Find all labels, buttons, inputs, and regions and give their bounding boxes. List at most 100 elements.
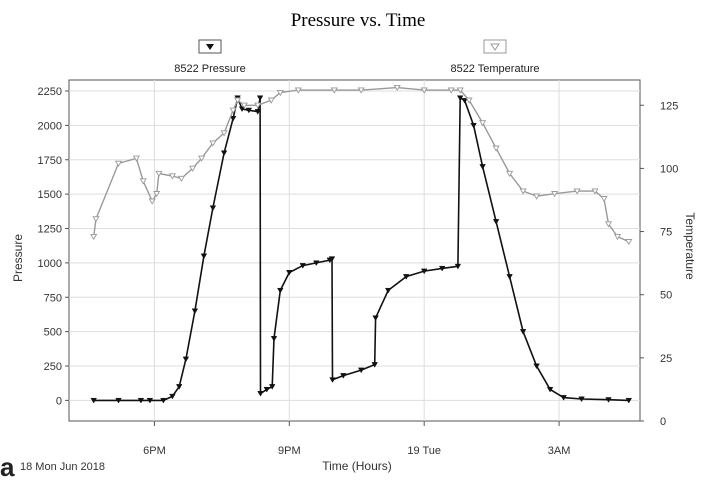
gridlines — [69, 80, 640, 421]
pressure-series-line — [93, 95, 629, 402]
plot-frame — [68, 79, 641, 422]
legend-temperature-swatch — [483, 39, 507, 54]
pressure-point — [328, 256, 336, 262]
pressure-point — [270, 336, 278, 342]
x-tick-label: 9PM — [278, 445, 301, 457]
date-label: 18 Mon Jun 2018 — [20, 461, 105, 473]
temperature-point — [189, 165, 197, 172]
legend: 8522 Pressure 8522 Temperature — [174, 39, 540, 75]
x-tick-label: 19 Tue — [407, 445, 441, 457]
y2-tick-label: 125 — [660, 100, 678, 112]
pressure-point — [506, 274, 513, 280]
temperature-point — [92, 216, 100, 223]
temperature-point — [447, 87, 455, 94]
temperature-point — [573, 188, 581, 195]
temperature-point — [198, 155, 206, 162]
temperature-point — [148, 198, 156, 205]
pressure-point — [340, 373, 347, 379]
legend-pressure-marker — [206, 44, 214, 50]
temperature-point — [132, 155, 140, 162]
pressure-point — [229, 116, 237, 122]
pressure-point — [384, 287, 392, 294]
y-tick-label: 750 — [44, 292, 62, 304]
pressure-point — [605, 397, 612, 403]
chart-title: Pressure vs. Time — [291, 10, 426, 31]
pressure-point — [257, 391, 264, 397]
y2-tick-label: 50 — [660, 290, 672, 302]
temperature-point — [177, 175, 185, 182]
temperature-point — [604, 221, 613, 228]
panel-label: a — [0, 452, 15, 482]
temperature-point — [153, 191, 161, 198]
y-tick-label: 2250 — [38, 86, 62, 98]
x-tick-label: 6PM — [143, 445, 166, 457]
temperature-point — [209, 140, 217, 147]
temperature-point — [479, 120, 487, 127]
temperature-point — [625, 239, 633, 246]
y2-tick-label: 0 — [660, 416, 666, 428]
temperature-point — [229, 107, 237, 114]
temperature-point — [519, 188, 527, 195]
pressure-point — [286, 270, 293, 276]
temperature-point — [234, 97, 242, 104]
temperature-point — [420, 87, 428, 94]
pressure-point — [329, 377, 336, 383]
temperature-point — [139, 178, 147, 185]
pressure-point — [578, 396, 585, 403]
pressure-point — [371, 362, 378, 368]
temperature-point — [456, 87, 464, 94]
pressure-point — [169, 393, 176, 400]
pressure-point — [625, 397, 633, 404]
pressure-point — [402, 274, 410, 280]
pressure-point — [372, 315, 379, 321]
temperature-point — [591, 188, 599, 195]
pressure-point — [146, 397, 154, 404]
pressure-point — [313, 260, 320, 266]
pressure-point — [191, 308, 199, 315]
pressure-point — [277, 287, 284, 294]
temperature-point — [393, 84, 401, 92]
pressure-point — [220, 150, 228, 156]
pressure-point — [357, 367, 365, 374]
temperature-point — [533, 193, 541, 200]
y-tick-label: 250 — [44, 361, 62, 373]
legend-temperature-label: 8522 Temperature — [450, 63, 539, 75]
pressure-point — [438, 265, 446, 272]
series-layer — [90, 84, 633, 404]
temperature-point — [551, 191, 559, 198]
temperature-point — [600, 196, 608, 203]
pressure-point — [160, 397, 167, 404]
temperature-point — [220, 130, 228, 137]
y-tick-label: 1500 — [38, 189, 62, 201]
temperature-point — [168, 173, 176, 180]
pressure-point — [209, 205, 217, 211]
y-tick-label: 0 — [56, 395, 62, 407]
legend-pressure-label: 8522 Pressure — [174, 63, 246, 75]
pressure-point — [175, 384, 183, 390]
pressure-point — [470, 122, 477, 129]
y-tick-label: 2000 — [38, 120, 62, 132]
y-tick-label: 1750 — [38, 155, 62, 167]
temperature-point — [276, 89, 284, 97]
temperature-point — [465, 97, 473, 104]
pressure-point — [200, 253, 208, 260]
pressure-point — [90, 397, 97, 404]
temperature-point — [357, 87, 365, 94]
temperature-point — [506, 170, 514, 177]
pressure-point — [420, 268, 428, 275]
temperature-point — [254, 102, 262, 109]
pressure-point — [268, 384, 276, 390]
pressure-point — [254, 109, 262, 115]
pressure-point — [299, 263, 307, 269]
pressure-point — [238, 106, 246, 112]
pressure-point — [456, 95, 464, 101]
pressure-point — [519, 329, 527, 335]
left-axis-ticks: 0 250 500 750 1000 1250 1500 1750 2000 2250 — [38, 86, 69, 407]
temperature-point — [613, 233, 622, 241]
temperature-point — [267, 97, 275, 104]
pressure-point — [479, 164, 486, 170]
pressure-point — [454, 263, 462, 270]
temperature-point — [240, 102, 248, 109]
pressure-point — [461, 98, 468, 104]
pressure-point — [263, 386, 271, 393]
